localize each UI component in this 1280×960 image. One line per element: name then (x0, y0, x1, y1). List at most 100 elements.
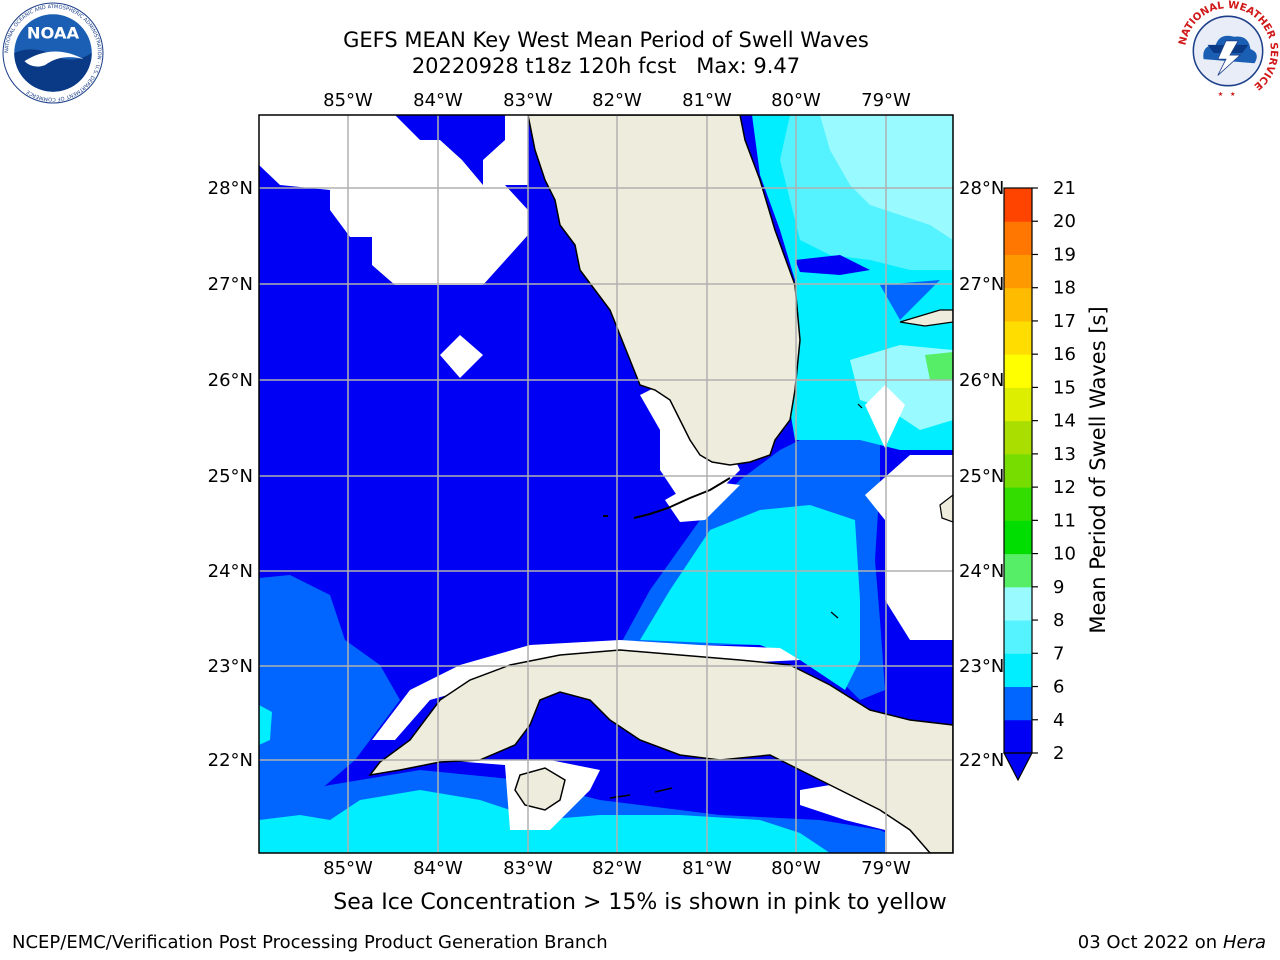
no-data-florida-coast (640, 385, 740, 500)
bahamas-land-2 (939, 494, 953, 523)
swell-2-4-atlantic-patch (795, 255, 870, 275)
colorbar-tick-label: 9 (1053, 577, 1064, 598)
colorbar-tick-label: 4 (1053, 710, 1064, 731)
lon-labels-bottom: 85°W 84°W 83°W 82°W 81°W 80°W 79°W (323, 858, 911, 879)
map-frame (258, 114, 954, 854)
noaa-logo: NOAA NATIONAL OCEANIC AND ATMOSPHERIC AD… (2, 2, 104, 104)
colorbar-frame (1003, 187, 1033, 754)
swell-4-6-atlantic-patch (880, 280, 940, 320)
map-subtitle: 20220928 t18z 120h fcst Max: 9.47 (411, 54, 801, 78)
colorbar-tick-label: 8 (1053, 610, 1064, 631)
colorbar-tick-label: 11 (1053, 510, 1076, 531)
lon-labels-top: 85°W 84°W 83°W 82°W 81°W 80°W 79°W (323, 90, 911, 111)
colorbar-ticks: 2 4 6 7 8 9 10 11 12 13 14 15 16 17 18 19 20 21 (1032, 178, 1076, 764)
colorbar-label: Mean Period of Swell Waves [s] (1086, 306, 1110, 633)
lon-label-top: 85°W (323, 90, 373, 111)
colorbar-swatch (1004, 354, 1032, 388)
lon-label-top: 82°W (592, 90, 642, 111)
cuba-land (368, 649, 953, 853)
lat-label-right: 25°N (959, 466, 1004, 487)
no-data-keys (665, 480, 740, 522)
lon-label-bottom: 85°W (323, 858, 373, 879)
lat-label-left: 22°N (208, 750, 253, 771)
colorbar-tick-label: 7 (1053, 643, 1064, 664)
florida-land (527, 115, 801, 466)
colorbar-tick-label: 13 (1053, 444, 1076, 465)
colorbar-tick-label: 2 (1053, 743, 1064, 764)
cuba-islets (609, 787, 673, 799)
lon-label-bottom: 84°W (413, 858, 463, 879)
colorbar-tick-label: 14 (1053, 411, 1076, 432)
colorbar-swatch (1004, 287, 1032, 322)
noaa-logo-text: NOAA (27, 24, 80, 43)
colorbar-tick-label: 10 (1053, 544, 1076, 565)
no-data-east-2 (865, 455, 953, 640)
cay-1 (830, 611, 839, 619)
colorbar-swatches (1004, 188, 1032, 754)
lat-label-left: 23°N (208, 656, 253, 677)
credit-text: NCEP/EMC/Verification Post Processing Pr… (12, 932, 608, 953)
no-data-north-center (483, 115, 528, 185)
lat-label-right: 23°N (959, 656, 1004, 677)
no-data-diamond (440, 335, 483, 378)
lon-label-bottom: 81°W (682, 858, 732, 879)
colorbar-swatch (1004, 620, 1032, 654)
no-data-east-1 (865, 385, 905, 448)
lat-label-right: 26°N (959, 370, 1004, 391)
lon-label-top: 81°W (682, 90, 732, 111)
colorbar-tick-label: 18 (1053, 278, 1076, 299)
colorbar-swatch (1004, 320, 1032, 355)
lat-labels-right: 28°N 27°N 26°N 25°N 24°N 23°N 22°N (959, 178, 1004, 771)
colorbar-swatch (1004, 387, 1032, 422)
colorbar-swatch (1004, 719, 1032, 754)
date-text: 03 Oct 2022 on Hera (1078, 932, 1266, 953)
colorbar-tick-label: 17 (1053, 311, 1076, 332)
swell-6-7-straits (640, 505, 860, 690)
lon-label-bottom: 79°W (861, 858, 911, 879)
colorbar-swatch (1004, 553, 1032, 588)
colorbar-swatch (1004, 188, 1032, 222)
lon-label-bottom: 82°W (592, 858, 642, 879)
colorbar-tick-label: 19 (1053, 244, 1076, 265)
colorbar-swatch (1004, 221, 1032, 255)
lat-label-left: 27°N (208, 274, 253, 295)
nws-logo: NATIONAL WEATHER SERVICE ★ ★ (1177, 0, 1279, 100)
lon-label-top: 80°W (771, 90, 821, 111)
florida-keys (633, 477, 731, 519)
cay-2 (857, 403, 863, 409)
colorbar-tick-label: 20 (1053, 211, 1076, 232)
colorbar-swatch (1004, 453, 1032, 488)
host-name: Hera (1222, 932, 1266, 953)
lat-label-left: 25°N (208, 466, 253, 487)
lon-label-top: 83°W (503, 90, 553, 111)
swell-6-7-west-patch (259, 705, 272, 745)
swell-9-10-patch (925, 352, 953, 380)
lat-label-left: 24°N (208, 561, 253, 582)
colorbar-tick-label: 21 (1053, 178, 1076, 199)
map-title: GEFS MEAN Key West Mean Period of Swell … (343, 28, 869, 52)
colorbar-tick-label: 15 (1053, 377, 1076, 398)
colorbar-extend-arrow (1003, 752, 1033, 782)
colorbar-swatch (1004, 653, 1032, 688)
sea-ice-note: Sea Ice Concentration > 15% is shown in … (333, 890, 947, 915)
lat-label-left: 26°N (208, 370, 253, 391)
svg-text:★: ★ (1218, 91, 1224, 98)
colorbar-swatch (1004, 254, 1032, 289)
no-data-northwest (259, 115, 528, 285)
lat-label-right: 28°N (959, 178, 1004, 199)
lon-label-top: 79°W (861, 90, 911, 111)
colorbar-swatch (1004, 686, 1032, 721)
lat-label-right: 24°N (959, 561, 1004, 582)
lon-label-bottom: 80°W (771, 858, 821, 879)
lon-label-bottom: 83°W (503, 858, 553, 879)
colorbar-swatch (1004, 420, 1032, 455)
colorbar-swatch (1004, 487, 1032, 521)
swell-4-6-southwest (259, 575, 400, 810)
colorbar-tick-label: 16 (1053, 344, 1076, 365)
date-value: 03 Oct 2022 on (1077, 932, 1223, 953)
svg-text:★: ★ (1230, 91, 1236, 98)
colorbar-tick-label: 6 (1053, 677, 1064, 698)
colorbar-tick-label: 12 (1053, 477, 1076, 498)
